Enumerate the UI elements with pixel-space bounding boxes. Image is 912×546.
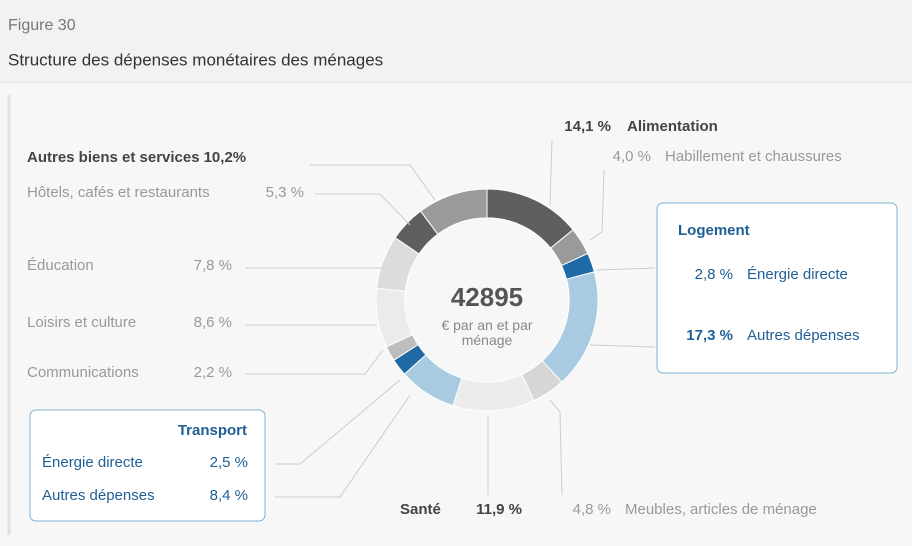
value-label: 7,8 % [194,257,232,274]
leader-line [275,379,401,465]
value-label: 2,8 % [695,266,733,283]
value-label: 5,3 % [266,184,304,201]
segment-name: Autres dépenses [747,327,860,344]
chart-title: Structure des dépenses monétaires des mé… [8,50,383,69]
segment-name: Éducation [27,257,94,274]
segment-name: Énergie directe [747,266,848,283]
segment-name: Loisirs et culture [27,314,136,331]
donut-segment [419,188,488,235]
leader-line [245,349,384,375]
value-label: 8,6 % [194,314,232,331]
group-title: Logement [678,222,750,239]
segment-name: Alimentation [627,118,718,135]
total: 42895 [451,282,523,312]
leader-line [549,139,553,206]
figure-label: Figure 30 [8,17,76,34]
leader-line [589,169,605,241]
group-title: Transport [178,422,247,439]
segment-name: Énergie directe [42,454,143,471]
segment-name: Santé [400,501,441,518]
total-label: € par an et par ménage [441,317,533,348]
header-band [0,0,912,82]
segment-name: Autres biens et services [27,149,200,166]
leader-line [310,164,436,201]
segment-name: Communications [27,364,139,381]
leader-line [589,344,656,348]
leader-line [596,267,656,271]
leader-line [275,394,411,498]
value-label: 8,4 % [210,487,248,504]
group-box [29,409,266,522]
leader-line [549,399,563,496]
group-box [656,202,898,374]
value-label: 4,8 % [573,501,611,518]
value-label: 2,2 % [194,364,232,381]
segment-name: Meubles, articles de ménage [625,501,817,518]
value-label: 2,5 % [210,454,248,471]
segment-name: Autres dépenses [42,487,155,504]
leader-line [315,193,411,226]
value-label: 4,0 % [613,148,651,165]
value-label: 11,9 % [476,501,522,518]
value-label: 10,2% [204,149,247,166]
segment-name: Habillement et chaussures [665,148,842,165]
value-label: 17,3 % [686,327,733,344]
segment-name: Hôtels, cafés et restaurants [27,184,210,201]
value-label: 14,1 % [564,118,611,135]
